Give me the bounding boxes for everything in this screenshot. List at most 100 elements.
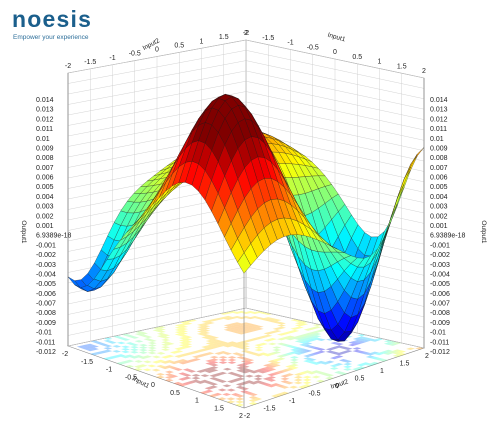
floor-contour-cell	[268, 320, 278, 323]
floor-contour-cell	[201, 331, 211, 335]
floor-contour-cell	[316, 360, 326, 364]
z-tick-label-left: -0.006	[36, 291, 56, 298]
floor-contour-cell	[281, 332, 291, 335]
z-tick-label-left: 0.011	[36, 126, 53, 133]
floor-contour-cell	[240, 381, 250, 385]
floor-contour-cell	[129, 356, 139, 359]
floor-contour-cell	[299, 323, 309, 326]
z-tick-label-right: -0.008	[430, 310, 450, 317]
floor-contour-cell	[201, 329, 211, 332]
y-axis-label-bottom: Input2	[330, 378, 350, 390]
floor-contour-cell	[267, 352, 277, 356]
floor-contour-cell	[210, 336, 220, 339]
floor-contour-cell	[204, 386, 214, 390]
floor-contour-cell	[134, 368, 143, 371]
floor-contour-cell	[312, 362, 321, 365]
floor-contour-cell	[303, 340, 313, 343]
floor-contour-cell	[263, 319, 273, 322]
floor-contour-cell	[276, 333, 286, 336]
floor-contour-cell	[263, 364, 272, 367]
floor-contour-cell	[217, 397, 227, 401]
floor-contour-cell	[365, 355, 375, 359]
floor-contour-cell	[316, 348, 326, 351]
floor-contour-cell	[232, 331, 242, 334]
floor-contour-cell	[116, 336, 126, 340]
floor-contour-cell	[218, 380, 228, 383]
floor-contour-cell	[271, 383, 281, 386]
floor-contour-cell	[303, 328, 313, 331]
floor-contour-cell	[277, 322, 287, 325]
floor-contour-cell	[192, 350, 202, 354]
z-tick-label-right: 0.003	[430, 204, 448, 211]
floor-contour-cell	[272, 358, 281, 362]
floor-contour-cell	[361, 362, 371, 365]
floor-contour-cell	[352, 342, 362, 345]
x-tick-bottom: -1.5	[81, 359, 93, 366]
floor-contour-cell	[214, 340, 224, 343]
floor-contour-cell	[254, 353, 264, 357]
floor-contour-cell	[308, 331, 318, 335]
floor-contour-cell	[223, 326, 233, 329]
floor-contour-cell	[312, 330, 322, 333]
y-tick-top: 2	[244, 30, 248, 37]
floor-contour-cell	[259, 342, 268, 346]
floor-contour-cell	[147, 344, 157, 347]
floor-contour-cell	[299, 338, 309, 342]
floor-contour-cell	[209, 358, 219, 362]
floor-contour-cell	[245, 339, 255, 342]
floor-contour-cell	[173, 381, 183, 385]
floor-contour-cell	[245, 361, 255, 365]
floor-contour-cell	[191, 379, 201, 383]
floor-contour-cell	[178, 346, 188, 349]
floor-contour-cell	[201, 345, 211, 349]
floor-contour-cell	[263, 353, 273, 357]
floor-contour-cell	[370, 356, 380, 360]
z-tick-label-right: 0.007	[430, 165, 448, 172]
floor-contour-cell	[294, 349, 304, 353]
floor-contour-cell	[348, 341, 358, 344]
floor-contour-cell	[248, 393, 258, 397]
floor-contour-cell	[374, 357, 384, 361]
floor-contour-cell	[357, 338, 367, 342]
x-tick-bottom: 1.5	[214, 405, 224, 412]
floor-contour-cell	[156, 359, 166, 363]
floor-contour-cell	[312, 337, 322, 340]
floor-contour-cell	[303, 335, 313, 338]
floor-contour-cell	[311, 370, 321, 373]
z-tick-label-right: -0.009	[430, 320, 450, 327]
floor-contour-cell	[201, 325, 211, 328]
floor-contour-cell	[280, 374, 290, 378]
floor-contour-cell	[232, 315, 242, 319]
floor-contour-cell	[250, 338, 260, 341]
floor-contour-cell	[253, 377, 263, 381]
floor-contour-cell	[240, 390, 249, 394]
z-tick-label-left: 0.002	[36, 213, 54, 220]
floor-contour-cell	[165, 370, 174, 374]
floor-contour-cell	[85, 346, 95, 349]
floor-contour-cell	[228, 316, 238, 320]
z-axis-label-right: Output1	[480, 220, 487, 244]
floor-contour-cell	[250, 316, 260, 319]
y-tick-bottom: 2	[425, 353, 429, 360]
floor-contour-cell	[293, 373, 303, 376]
z-tick-label-left: -0.011	[36, 339, 55, 346]
floor-contour-cell	[236, 353, 246, 357]
floor-contour-cell	[161, 343, 171, 346]
floor-contour-cell	[383, 349, 393, 353]
floor-contour-cell	[81, 347, 91, 350]
y-tick-bottom: -1	[289, 398, 295, 405]
floor-contour-cell	[392, 351, 402, 355]
floor-contour-cell	[138, 346, 148, 349]
floor-contour-cell	[357, 336, 367, 339]
floor-contour-cell	[228, 329, 237, 333]
z-tick-label-left: 0.005	[36, 184, 54, 191]
floor-contour-cell	[241, 340, 251, 343]
floor-contour-cell	[343, 350, 353, 353]
x-tick-top: 1	[378, 59, 382, 66]
floor-contour-cell	[156, 328, 166, 331]
x-tick-bottom: 1	[195, 398, 199, 405]
floor-contour-cell	[248, 401, 258, 405]
x-tick-top: -1	[287, 40, 293, 47]
floor-contour-cell	[298, 350, 308, 354]
floor-contour-cell	[210, 341, 219, 344]
